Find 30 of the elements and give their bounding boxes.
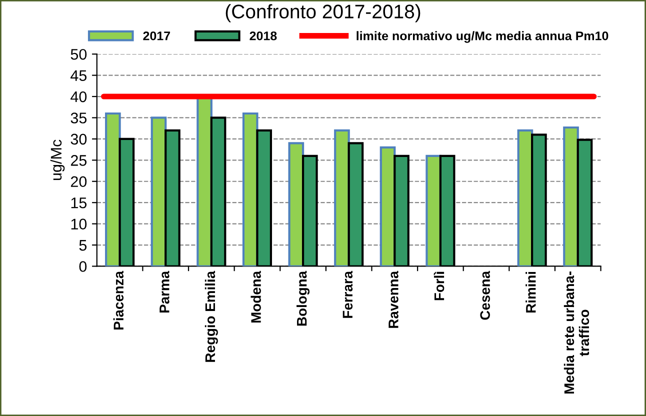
x-tick-label: Cesena — [480, 270, 490, 320]
legend-label: limite normativo ug/Mc media annua Pm10 — [356, 31, 608, 43]
y-tick-label: 5 — [79, 240, 87, 251]
x-tick-label: Rimini — [526, 272, 536, 312]
x-tick-label: Modena — [250, 270, 261, 322]
x-tick-label: Forlì — [434, 272, 444, 300]
x-tick-label: Ravenna — [388, 270, 398, 328]
y-tick-label: 10 — [71, 218, 87, 230]
chart-title: (Confronto 2017-2018) — [226, 4, 420, 22]
bar — [288, 142, 304, 266]
y-axis-title: ug/Mc — [50, 140, 65, 180]
y-tick-label: 0 — [79, 261, 87, 272]
y-tick-label: 50 — [70, 48, 87, 60]
x-tick-label: Media rete urbana- traffico — [564, 272, 590, 394]
legend-label: 2018 — [250, 31, 277, 40]
y-tick-label: 25 — [70, 155, 87, 166]
y-tick-label: 15 — [71, 198, 87, 208]
legend-label: 2017 — [143, 31, 170, 40]
y-tick-label: 20 — [70, 176, 87, 188]
bar — [105, 112, 121, 266]
y-tick-label: 45 — [70, 70, 87, 81]
x-tick-label: Piacenza — [113, 270, 124, 330]
y-tick-label: 30 — [70, 134, 87, 145]
y-tick-label: 40 — [70, 91, 87, 102]
x-tick-label: Bologna — [296, 270, 310, 326]
bar — [334, 129, 350, 266]
y-tick-label: 35 — [70, 112, 87, 124]
x-tick-label: Ferrara — [342, 270, 353, 318]
x-tick-label: Reggio Emilia — [204, 270, 218, 362]
x-tick-label: Parma — [160, 270, 170, 312]
